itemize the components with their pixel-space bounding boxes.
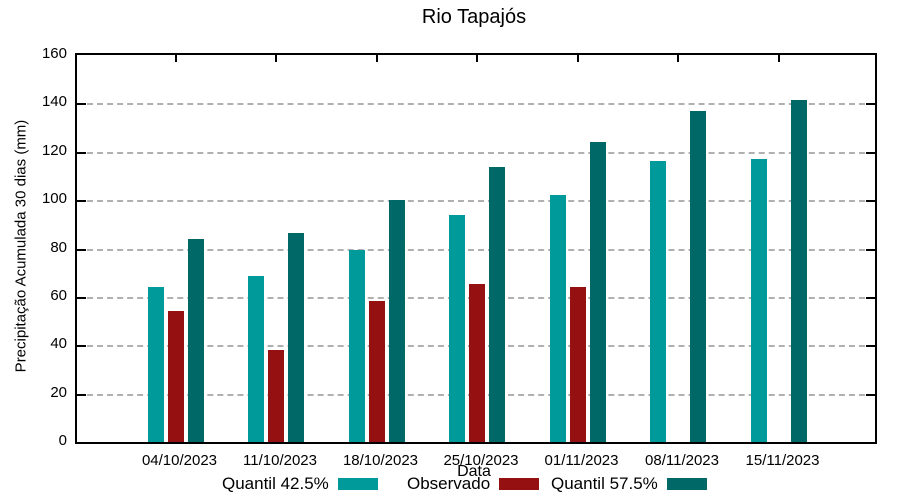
y-tick-label: 80 — [50, 238, 67, 256]
x-tick-top — [576, 55, 579, 62]
y-tick-right — [866, 151, 875, 154]
bar-quantil-57-5--6 — [790, 99, 807, 442]
x-tick-label: 15/11/2023 — [745, 452, 820, 469]
bar-quantil-42-5--2 — [348, 249, 365, 442]
bar-quantil-42-5--0 — [147, 287, 164, 442]
x-tick-top — [777, 55, 780, 62]
x-tick-label: 25/10/2023 — [443, 452, 519, 469]
gridline-y-100 — [77, 200, 875, 203]
bar-observado-4 — [569, 287, 586, 442]
x-tick-label: 11/10/2023 — [243, 452, 317, 469]
bar-quantil-57-5--2 — [388, 200, 405, 442]
y-tick-label: 60 — [50, 286, 67, 304]
y-tick-left — [77, 345, 86, 348]
y-tick-right — [866, 103, 875, 106]
y-tick-left — [77, 151, 86, 154]
gridline-y-140 — [77, 103, 875, 106]
x-tick-top — [375, 55, 378, 62]
y-tick-right — [866, 393, 875, 396]
gridline-y-120 — [77, 151, 875, 154]
y-tick-left — [77, 296, 86, 299]
y-tick-label: 20 — [50, 383, 67, 401]
legend-label: Quantil 42.5% — [222, 474, 329, 493]
y-tick-label: 0 — [58, 432, 67, 449]
bar-quantil-42-5--6 — [750, 159, 767, 442]
bar-observado-0 — [167, 311, 184, 442]
plot-area — [75, 53, 877, 444]
bar-observado-1 — [268, 350, 284, 442]
bar-quantil-57-5--5 — [690, 110, 706, 442]
chart-title: Rio Tapajós — [421, 6, 527, 28]
y-tick-left — [77, 103, 86, 106]
bar-quantil-57-5--1 — [288, 232, 304, 442]
x-tick-label: 04/10/2023 — [141, 452, 218, 469]
legend-swatch — [337, 478, 378, 490]
x-axis-title: Data — [457, 463, 491, 480]
y-tick-left — [77, 248, 86, 251]
bar-quantil-42-5--4 — [549, 195, 566, 442]
y-tick-left — [77, 200, 86, 203]
legend-entry-quantil-57-5-: Quantil 57.5% — [551, 474, 707, 494]
bar-quantil-57-5--4 — [589, 142, 606, 442]
y-tick-label: 160 — [41, 45, 67, 62]
bar-quantil-57-5--3 — [489, 167, 505, 442]
y-tick-label: 140 — [41, 93, 67, 111]
y-tick-label: 120 — [41, 141, 67, 159]
legend-entry-quantil-42-5-: Quantil 42.5% — [222, 474, 378, 494]
bar-observado-3 — [469, 283, 485, 442]
x-tick-top — [476, 55, 478, 62]
x-tick-top — [275, 55, 277, 62]
bar-quantil-42-5--5 — [650, 161, 666, 442]
x-tick-top — [677, 55, 679, 62]
y-tick-right — [866, 345, 875, 348]
bar-observado-2 — [368, 300, 385, 442]
y-tick-right — [866, 296, 875, 299]
bar-quantil-42-5--3 — [449, 214, 465, 442]
legend-swatch — [666, 478, 707, 490]
bar-quantil-57-5--0 — [187, 238, 204, 442]
y-tick-right — [866, 200, 875, 203]
y-tick-label: 100 — [41, 190, 67, 208]
gridline-y-80 — [77, 248, 875, 251]
x-tick-label: 01/11/2023 — [544, 452, 619, 469]
y-tick-right — [866, 248, 875, 251]
bar-quantil-42-5--1 — [248, 276, 264, 442]
legend-label: Quantil 57.5% — [551, 474, 658, 493]
legend-swatch — [499, 478, 540, 490]
y-tick-label: 40 — [50, 335, 67, 353]
y-tick-left — [77, 393, 86, 396]
legend-label: Observado — [407, 474, 491, 493]
x-tick-label: 08/11/2023 — [645, 452, 719, 469]
legend-entry-observado: Observado — [407, 474, 540, 494]
x-tick-label: 18/10/2023 — [342, 452, 419, 469]
x-tick-top — [174, 55, 177, 62]
